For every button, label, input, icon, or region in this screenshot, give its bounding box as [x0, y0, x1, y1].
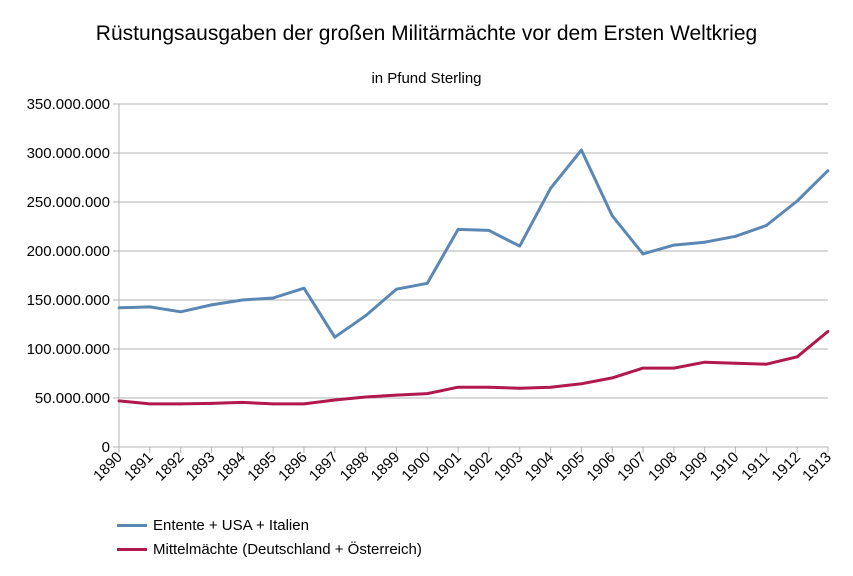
x-tick-label: 1903 [491, 449, 527, 485]
y-tick-label: 0 [102, 439, 110, 456]
data-point [795, 199, 799, 203]
x-tick-label: 1892 [152, 449, 188, 485]
data-point [364, 395, 368, 399]
chart-subtitle: in Pfund Sterling [371, 70, 482, 87]
series-line-0 [118, 148, 830, 339]
data-point [395, 287, 398, 291]
legend-label-entente: Entente + USA + Italien [153, 517, 309, 534]
data-point [333, 335, 337, 339]
x-tick-label: 1898 [337, 449, 373, 485]
y-tick-label: 250.000.000 [27, 194, 110, 211]
data-point [518, 386, 522, 390]
legend-swatch-mittelmaechte [117, 548, 147, 551]
x-tick-label: 1913 [799, 449, 835, 485]
data-point [395, 393, 398, 397]
x-tick-label: 1906 [583, 449, 619, 485]
data-point [456, 385, 460, 389]
x-tick-label: 1891 [121, 449, 157, 485]
y-tick-label: 200.000.000 [27, 243, 110, 260]
x-tick-label: 1907 [614, 449, 650, 485]
y-tick-label: 350.000.000 [27, 96, 110, 113]
data-point [210, 303, 213, 307]
x-tick-label: 1911 [738, 449, 773, 484]
x-tick-label: 1904 [522, 449, 558, 485]
data-point [179, 310, 183, 314]
data-point [579, 382, 583, 386]
data-point [425, 392, 429, 395]
data-point [117, 399, 121, 403]
data-point [672, 243, 676, 247]
data-point [333, 398, 337, 402]
data-point [425, 281, 429, 285]
data-point [179, 402, 183, 406]
x-tick-label: 1896 [275, 449, 311, 485]
legend-item-mittelmaechte: Mittelmächte (Deutschland + Österreich) [117, 541, 422, 558]
x-tick-label: 1895 [244, 449, 280, 485]
x-tick-label: 1897 [306, 449, 342, 485]
x-tick-label: 1902 [460, 449, 496, 485]
y-tick-label: 100.000.000 [27, 341, 110, 358]
y-tick-label: 50.000.000 [35, 390, 110, 407]
data-point [364, 314, 368, 318]
x-tick-label: 1893 [183, 449, 219, 485]
data-point [826, 329, 830, 333]
data-point [549, 186, 552, 190]
y-tick-label: 300.000.000 [27, 145, 110, 162]
x-tick-label: 1908 [645, 449, 681, 485]
legend-swatch-entente [117, 524, 147, 527]
x-tick-label: 1909 [676, 449, 712, 485]
data-point [271, 296, 275, 300]
data-point [549, 385, 552, 389]
data-point [456, 228, 460, 231]
data-point [703, 360, 707, 364]
data-point [764, 224, 768, 227]
data-point [302, 402, 306, 406]
data-point [795, 355, 799, 359]
x-tick-label: 1912 [768, 449, 804, 485]
data-point [579, 148, 583, 152]
y-tick-label: 150.000.000 [27, 292, 110, 309]
legend-item-entente: Entente + USA + Italien [117, 517, 309, 534]
data-point [734, 361, 737, 365]
data-point [734, 234, 737, 238]
data-point [641, 366, 645, 370]
data-point [610, 376, 614, 380]
x-tick-label: 1894 [214, 449, 250, 485]
x-tick-label: 1901 [429, 449, 465, 485]
data-point [487, 229, 491, 232]
data-point [240, 298, 244, 302]
data-point [672, 366, 676, 370]
data-point [148, 305, 152, 309]
x-tick-label: 1905 [553, 449, 589, 485]
x-tick-label: 1900 [398, 449, 434, 485]
data-point [518, 244, 522, 248]
data-point [487, 385, 491, 389]
x-tick-label: 1890 [90, 449, 126, 485]
legend-label-mittelmaechte: Mittelmächte (Deutschland + Österreich) [153, 541, 422, 558]
data-point [703, 240, 707, 244]
data-point [210, 401, 213, 405]
data-point [117, 306, 121, 310]
x-tick-label: 1910 [707, 449, 743, 485]
data-point [641, 252, 645, 256]
data-point [240, 401, 244, 404]
series-line-1 [118, 330, 829, 406]
x-tick-label: 1899 [368, 449, 404, 485]
data-point [148, 402, 152, 406]
data-point [302, 286, 306, 290]
data-point [826, 169, 830, 173]
data-point [610, 214, 614, 218]
chart-title: Rüstungsausgaben der großen Militärmächt… [95, 22, 758, 45]
data-point [271, 402, 275, 406]
data-point [764, 362, 768, 366]
